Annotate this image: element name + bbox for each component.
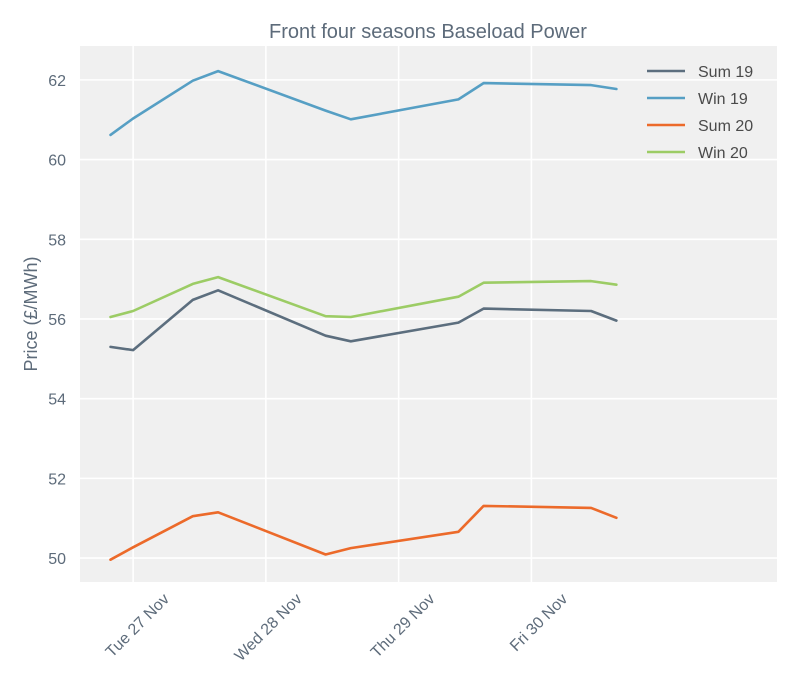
x-tick-labels: Tue 27 Nov Wed 28 Nov Thu 29 Nov Fri 30 Nov [103, 591, 571, 665]
y-tick-label: 62 [48, 73, 66, 90]
legend-label: Sum 20 [698, 118, 753, 135]
series-line-sum-19 [109, 288, 618, 352]
chart-title: Front four seasons Baseload Power [269, 21, 587, 43]
y-tick-label: 54 [48, 392, 66, 409]
x-tick-label: Tue 27 Nov [103, 591, 173, 661]
y-tick-label: 52 [48, 471, 66, 488]
series-line-win-20 [109, 275, 618, 319]
legend-label: Sum 19 [698, 64, 753, 81]
series-lines [109, 69, 618, 562]
legend: Sum 19 Win 19 Sum 20 Win 20 [647, 64, 753, 162]
x-tick-label: Wed 28 Nov [232, 591, 306, 665]
x-tick-label: Thu 29 Nov [368, 591, 439, 662]
y-tick-label: 50 [48, 551, 66, 568]
y-axis-label: Price (£/MWh) [21, 256, 41, 371]
series-line-win-19 [109, 69, 618, 137]
series-line-sum-20 [109, 504, 618, 562]
x-tick-label: Fri 30 Nov [507, 591, 571, 655]
plot-area [80, 46, 777, 582]
y-tick-label: 60 [48, 153, 66, 170]
y-tick-label: 56 [48, 312, 66, 329]
y-tick-labels: 50 52 54 56 58 60 62 [48, 73, 66, 568]
y-tick-label: 58 [48, 232, 66, 249]
legend-label: Win 20 [698, 145, 748, 162]
legend-label: Win 19 [698, 91, 748, 108]
x-gridlines [132, 46, 533, 582]
